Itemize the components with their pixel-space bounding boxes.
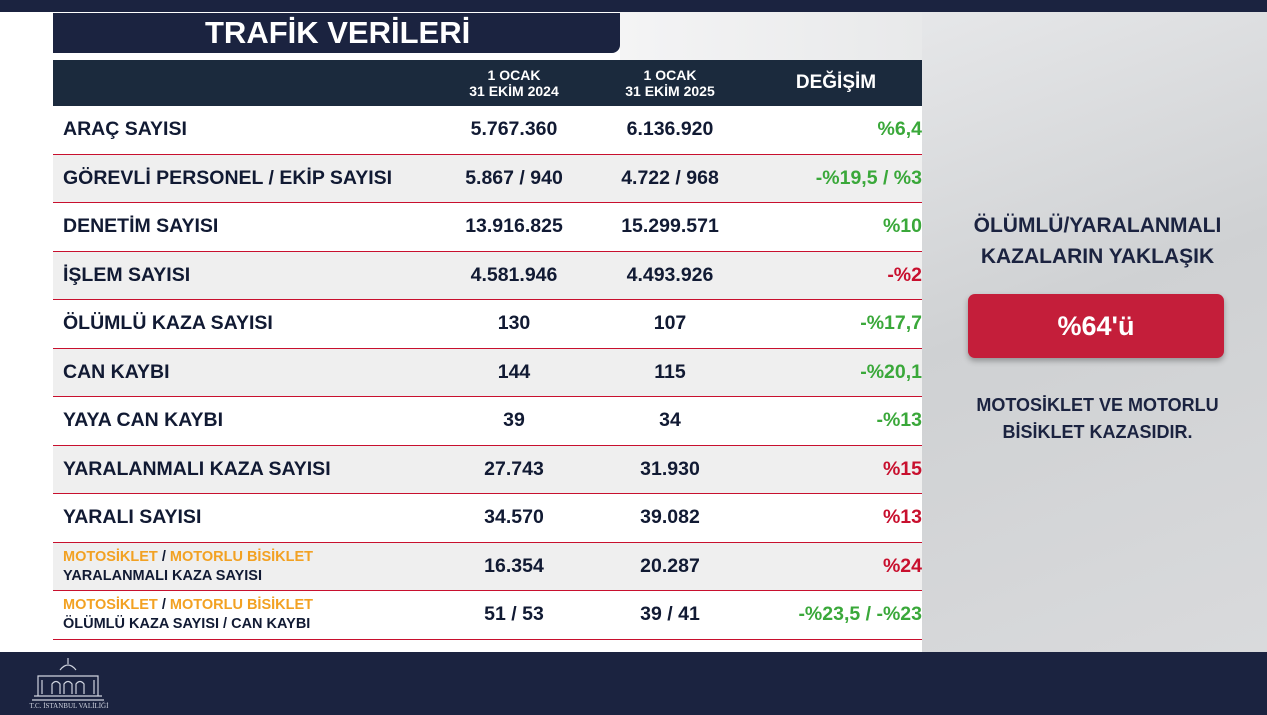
highlight-box: %64'ü <box>968 294 1224 358</box>
cell-change: -%20,1 <box>860 360 922 383</box>
cell-2024: 16.354 <box>484 554 544 577</box>
footer-bar <box>0 652 1267 715</box>
cell-2024: 144 <box>497 360 531 383</box>
cell-2024: 51 / 53 <box>484 603 544 625</box>
row-label: ARAÇ SAYISI <box>63 118 187 140</box>
table-row: MOTOSİKLET / MOTORLU BİSİKLET ÖLÜMLÜ KAZA… <box>53 591 922 640</box>
cell-2025: 39 / 41 <box>640 603 700 625</box>
footer-line: MOTOSİKLET VE MOTORLU <box>976 395 1219 415</box>
cell-2025: 34 <box>659 409 681 431</box>
cell-2024: 130 <box>497 312 531 334</box>
row-label: YARALI SAYISI <box>63 506 202 528</box>
cell-change: -%17,7 <box>860 312 922 334</box>
label-line: MOTOSİKLET / MOTORLU BİSİKLET <box>63 596 313 615</box>
cell-change: -%2 <box>887 263 922 286</box>
side-footer: MOTOSİKLET VE MOTORLU BİSİKLET KAZASIDIR… <box>955 392 1240 446</box>
logo <box>32 658 104 701</box>
row-label: ÖLÜMLÜ KAZA SAYISI <box>63 312 273 334</box>
table-row: ÖLÜMLÜ KAZA SAYISI 130 107 -%17,7 <box>53 300 922 349</box>
row-label: YAYA CAN KAYBI <box>63 409 224 431</box>
cell-2025: 115 <box>654 360 686 383</box>
label-line: ÖLÜMLÜ KAZA SAYISI / CAN KAYBI <box>63 616 311 632</box>
highlight-text: MOTORLU BİSİKLET <box>169 597 314 613</box>
cell-2025: 107 <box>653 312 687 334</box>
table-row: CAN KAYBI 144 115 -%20,1 <box>53 348 922 397</box>
cell-2025: 6.136.920 <box>626 118 714 140</box>
table: 1 OCAK 31 EKİM 2024 1 OCAK 31 EKİM 2025 DE… <box>53 60 922 640</box>
background <box>620 12 922 60</box>
table-row: MOTOSİKLET / MOTORLU BİSİKLET YARALANMALI… <box>53 542 922 591</box>
heading-line: ÖLÜMLÜ/YARALANMALI <box>973 214 1222 237</box>
heading-line: KAZALARIN YAKLAŞIK <box>980 245 1215 268</box>
cell-change: %6,4 <box>877 118 922 140</box>
top-bar <box>0 0 1267 12</box>
table-row: ARAÇ SAYISI 5.767.360 6.136.920 %6,4 <box>53 106 922 155</box>
cell-change: -%13 <box>876 409 922 431</box>
row-label: MOTOSİKLET / MOTORLU BİSİKLET ÖLÜMLÜ KAZA… <box>63 596 313 634</box>
cell-change: -%19,5 / %3 <box>815 166 922 189</box>
side-heading: ÖLÜMLÜ/YARALANMALI KAZALARIN YAKLAŞIK <box>955 210 1240 272</box>
cell-2024: 39 <box>503 409 525 431</box>
column-header: 1 OCAK 31 EKİM 2024 <box>439 67 589 99</box>
separator: / <box>161 548 166 565</box>
cell-2024: 27.743 <box>484 457 544 480</box>
cell-change: %10 <box>882 215 922 237</box>
header-line: 1 OCAK <box>487 67 541 83</box>
header-line: 1 OCAK <box>643 67 697 83</box>
table-row: İŞLEM SAYISI 4.581.946 4.493.926 -%2 <box>53 251 922 300</box>
footer-line: BİSİKLET KAZASIDIR. <box>1002 422 1193 442</box>
row-label: MOTOSİKLET / MOTORLU BİSİKLET YARALANMALI… <box>63 548 313 586</box>
logo-caption: T.C. İSTANBUL VALİLİĞİ <box>29 702 109 710</box>
cell-2024: 4.581.946 <box>470 263 558 286</box>
table-body: ARAÇ SAYISI 5.767.360 6.136.920 %6,4 GÖREVLİ… <box>53 106 922 640</box>
cell-change: %13 <box>882 506 922 528</box>
table-row: GÖREVLİ PERSONEL / EKİP SAYISI 5.867 / 94… <box>53 154 922 203</box>
row-label: YARALANMALI KAZA SAYISI <box>63 457 331 480</box>
cell-2025: 39.082 <box>640 506 700 528</box>
highlight-text: MOTOSİKLET <box>63 548 158 565</box>
cell-2025: 15.299.571 <box>621 215 719 237</box>
cell-2024: 5.767.360 <box>470 118 558 140</box>
title: TRAFİK VERİLERİ <box>53 13 620 53</box>
cell-change: %24 <box>882 554 922 577</box>
table-row: YARALI SAYISI 34.570 39.082 %13 <box>53 494 922 543</box>
cell-2025: 4.722 / 968 <box>621 166 719 189</box>
column-header: 1 OCAK 31 EKİM 2025 <box>595 67 745 99</box>
cell-2024: 13.916.825 <box>465 215 563 237</box>
cell-2025: 31.930 <box>640 457 700 480</box>
header-line: 31 EKİM 2024 <box>469 83 559 99</box>
table-row: YARALANMALI KAZA SAYISI 27.743 31.930 %15 <box>53 445 922 494</box>
highlight-text: MOTOSİKLET <box>63 597 158 613</box>
row-label: GÖREVLİ PERSONEL / EKİP SAYISI <box>63 166 393 189</box>
table-row: YAYA CAN KAYBI 39 34 -%13 <box>53 397 922 446</box>
column-header: DEĞİŞİM <box>795 72 877 93</box>
highlight-text: MOTORLU BİSİKLET <box>169 548 314 565</box>
cell-2025: 20.287 <box>640 554 700 577</box>
cell-change: %15 <box>882 457 922 480</box>
row-label: İŞLEM SAYISI <box>63 263 191 286</box>
cell-change: -%23,5 / -%23 <box>798 603 922 625</box>
row-label: DENETİM SAYISI <box>63 215 219 237</box>
header-line: 31 EKİM 2025 <box>625 83 715 99</box>
table-row: DENETİM SAYISI 13.916.825 15.299.571 %10 <box>53 203 922 252</box>
label-line: YARALANMALI KAZA SAYISI <box>63 567 262 584</box>
row-label: CAN KAYBI <box>63 360 170 383</box>
cell-2024: 5.867 / 940 <box>465 166 563 189</box>
label-line: MOTOSİKLET / MOTORLU BİSİKLET <box>63 548 313 567</box>
cell-2024: 34.570 <box>484 506 544 528</box>
cell-2025: 4.493.926 <box>626 263 714 286</box>
separator: / <box>161 597 166 613</box>
table-header: 1 OCAK 31 EKİM 2024 1 OCAK 31 EKİM 2025 DE… <box>53 60 922 106</box>
